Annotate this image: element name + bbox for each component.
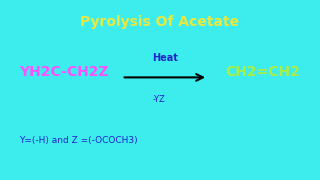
Text: CH2=CH2: CH2=CH2	[225, 65, 300, 79]
Text: Heat: Heat	[152, 53, 178, 63]
Text: -YZ: -YZ	[153, 94, 166, 103]
Text: YH2C-CH2Z: YH2C-CH2Z	[19, 65, 109, 79]
Text: Y=(-H) and Z =(-OCOCH3): Y=(-H) and Z =(-OCOCH3)	[19, 136, 138, 145]
Text: Pyrolysis Of Acetate: Pyrolysis Of Acetate	[80, 15, 240, 29]
